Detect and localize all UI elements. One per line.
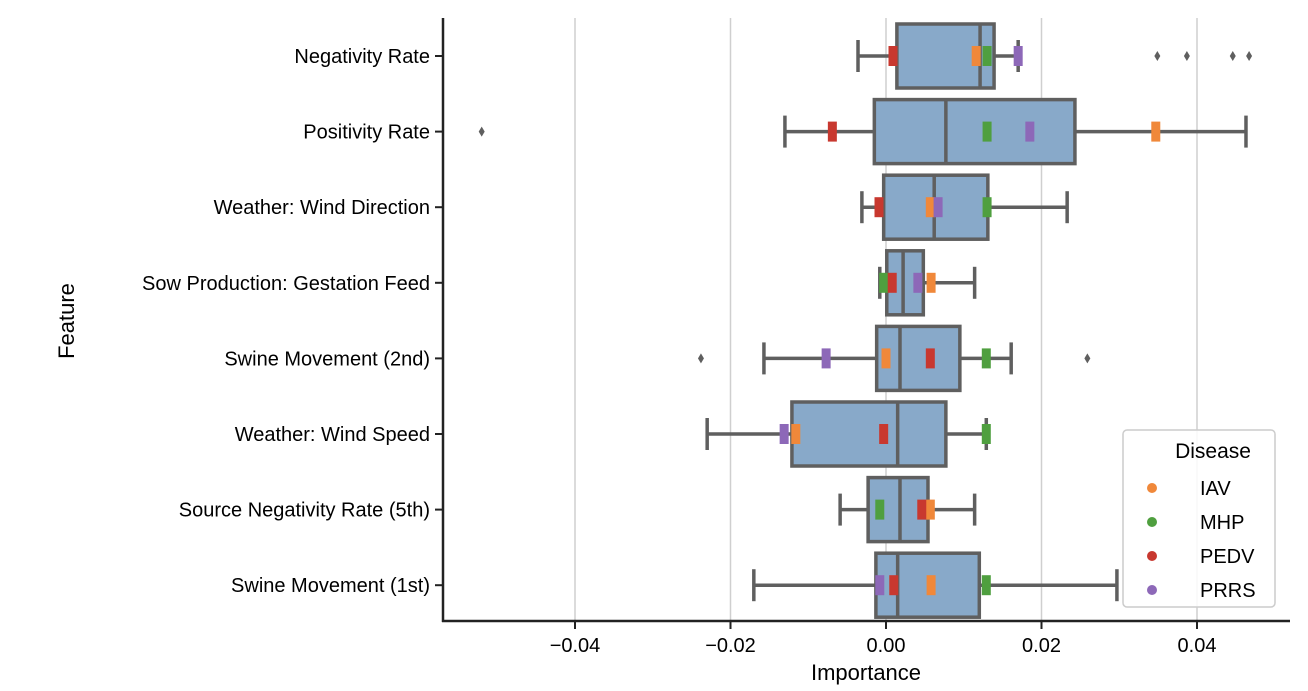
point-pedv [917,499,927,520]
outlier-point [1183,51,1190,61]
x-tick-label: −0.04 [550,635,601,657]
outlier-point [478,126,485,137]
x-tick-label: −0.02 [705,635,756,657]
box-group [838,475,977,544]
x-tick-label: 0.00 [867,635,906,657]
legend-label: MHP [1200,512,1244,534]
point-prrs [1013,46,1023,66]
y-tick-label: Positivity Rate [303,122,430,144]
x-axis-label: Importance [811,660,921,685]
box-group [705,400,991,468]
box-group [878,249,977,317]
point-prrs [1025,121,1035,142]
point-iav [971,46,981,66]
outlier-point [697,353,704,364]
point-pedv [925,348,935,369]
point-iav [881,348,891,369]
point-mhp [982,121,992,142]
point-mhp [981,424,991,444]
point-pedv [888,46,898,66]
point-mhp [981,575,991,596]
x-tick-label: 0.02 [1022,635,1061,657]
point-iav [926,575,936,596]
point-prrs [821,348,831,369]
y-tick-label: Swine Movement (2nd) [224,348,430,370]
point-iav [791,424,801,444]
box [872,97,1077,166]
legend-marker-pedv [1147,551,1157,561]
point-prrs [779,424,789,444]
point-iav [925,499,935,520]
legend-marker-prrs [1147,585,1157,595]
outlier-point [1084,353,1091,364]
y-tick-label: Weather: Wind Direction [214,197,430,219]
point-pedv [879,424,889,444]
point-pedv [889,575,899,596]
outlier-point [1229,51,1236,61]
point-mhp [982,46,992,66]
point-iav [926,272,936,293]
legend-label: PEDV [1200,546,1255,568]
box-group [752,551,1119,619]
point-prrs [913,272,923,293]
box-group [478,97,1248,166]
point-iav [1151,121,1161,142]
point-pedv [887,272,897,293]
point-pedv [874,197,884,218]
point-mhp [879,272,889,293]
point-mhp [982,197,992,218]
box-group [697,324,1091,393]
y-tick-label: Negativity Rate [294,46,430,68]
y-tick-labels: Negativity Rate Positivity Rate Weather: W… [142,46,443,597]
legend-title: Disease [1175,440,1251,463]
axes [441,18,1290,623]
boxes [478,22,1253,619]
outlier-point [1246,51,1253,61]
y-axis-label: Feature [54,283,79,359]
box [874,324,962,393]
outlier-point [1154,51,1161,61]
point-iav [925,197,935,218]
y-tick-label: Source Negativity Rate (5th) [179,500,430,522]
legend-marker-mhp [1147,517,1157,527]
legend-marker-iav [1147,483,1157,493]
legend-label: PRRS [1200,580,1256,602]
box-group [860,173,1069,241]
y-tick-label: Swine Movement (1st) [231,575,430,597]
legend-frame [1122,429,1276,608]
x-tick-labels: −0.04 −0.02 0.00 0.02 0.04 [550,621,1217,657]
point-prrs [875,575,885,596]
box [790,400,948,468]
legend-label: IAV [1200,478,1231,500]
point-mhp [875,499,885,520]
y-tick-label: Weather: Wind Speed [235,424,430,446]
point-prrs [933,197,943,218]
point-pedv [827,121,837,142]
point-mhp [981,348,991,369]
legend: Disease IAV MHP PEDV PRRS [1122,429,1276,608]
box-group [856,22,1253,90]
x-tick-label: 0.04 [1178,635,1217,657]
y-tick-label: Sow Production: Gestation Feed [142,273,430,295]
